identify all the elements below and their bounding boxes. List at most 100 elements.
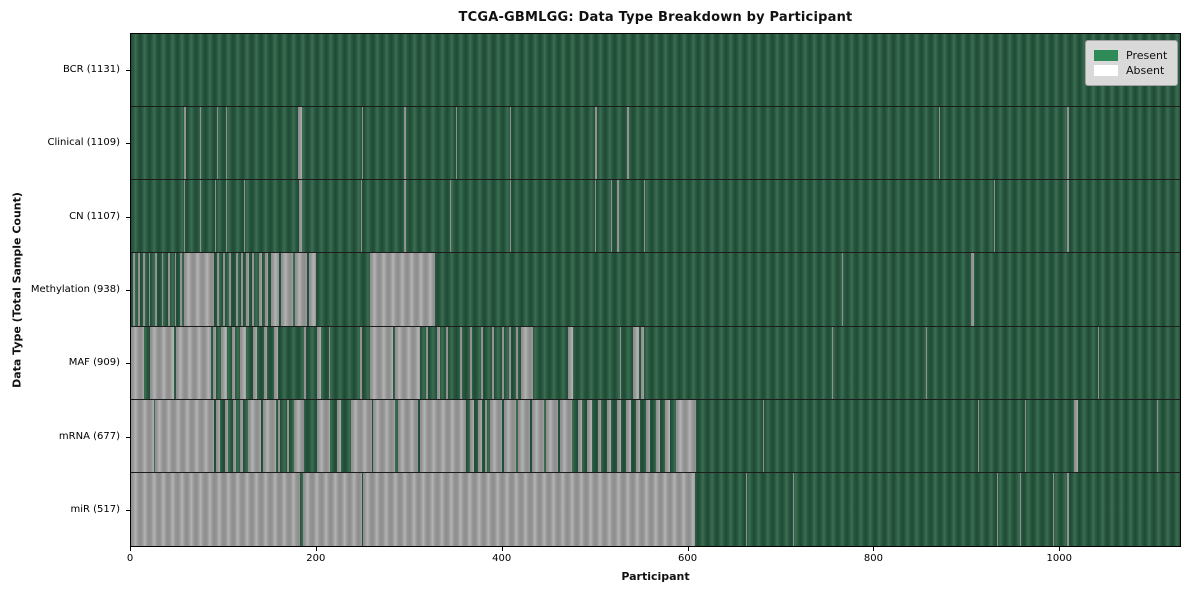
absent-segment [460,326,463,399]
x-tick-mark [130,547,131,551]
y-tick-label: mRNA (677) [58,430,120,442]
heatmap-row-cn [131,180,1180,254]
absent-segment [842,253,844,326]
absent-segment [567,326,574,399]
absent-segment [587,399,592,472]
absent-segment [199,107,202,180]
absent-segment [148,253,151,326]
heatmap-row-mir [131,472,1180,546]
absent-segment [309,253,316,326]
absent-segment [993,180,996,253]
absent-segment [298,180,302,253]
absent-segment [594,107,597,180]
x-tick-label: 200 [306,553,326,564]
legend-swatch-absent-icon [1094,65,1118,76]
absent-segment [641,326,644,399]
absent-segment [510,180,512,253]
absent-segment [971,253,975,326]
x-tick-label: 600 [678,553,698,564]
absent-segment [1020,472,1022,546]
heatmap-row-mrna [131,399,1180,473]
legend: Present Absent [1085,40,1178,86]
legend-entry-present: Present [1094,49,1169,62]
absent-segment [1052,472,1054,546]
absent-segment [175,326,211,399]
absent-segment [286,399,289,472]
absent-segment [455,107,457,180]
absent-segment [216,399,221,472]
x-tick-mark [315,547,317,551]
heatmap-row-maf [131,326,1180,400]
absent-segment [1098,326,1100,399]
absent-segment [281,253,294,326]
absent-segment [938,107,940,180]
absent-segment [317,399,331,472]
absent-segment [220,326,227,399]
absent-segment [317,326,322,399]
absent-segment [225,107,227,180]
absent-segment [217,253,220,326]
absent-segment [304,326,307,399]
absent-segment [1066,472,1069,546]
absent-segment [485,399,488,472]
absent-segment [627,107,630,180]
x-tick-label: 1000 [1046,553,1072,564]
absent-segment [398,399,418,472]
plot-area [130,33,1181,547]
absent-segment [224,399,229,472]
absent-segment [247,399,261,472]
absent-segment [606,399,612,472]
absent-segment [183,180,185,253]
absent-segment [762,399,764,472]
absent-segment [509,326,512,399]
absent-segment [295,253,308,326]
absent-segment [1066,107,1069,180]
absent-segment [131,472,300,546]
absent-segment [832,326,834,399]
absent-segment [271,253,280,326]
absent-segment [241,253,244,326]
absent-segment [297,107,302,180]
heatmap-row-bcr [131,34,1180,108]
absent-segment [246,253,249,326]
chart-title: TCGA-GBMLGG: Data Type Breakdown by Part… [458,10,853,25]
absent-segment [262,399,276,472]
absent-segment [531,399,544,472]
absent-segment [362,472,695,546]
absent-segment [645,399,651,472]
absent-segment [997,472,999,546]
absent-segment [361,180,363,253]
absent-segment [174,253,177,326]
y-tick-label: BCR (1131) [62,63,120,75]
absent-segment [977,399,979,472]
absent-segment [294,399,305,472]
absent-segment [350,399,373,472]
absent-segment [258,253,262,326]
y-tick-label: Methylation (938) [30,284,120,295]
absent-segment [515,326,518,399]
absent-segment [745,472,747,546]
absent-segment [489,399,502,472]
y-tick-mark [126,510,130,512]
absent-segment [235,253,238,326]
y-tick-label: CN (1107) [69,210,120,222]
x-tick-mark [1059,547,1061,551]
y-tick-mark [126,290,130,291]
absent-segment [425,326,428,399]
absent-segment [395,326,421,399]
absent-segment [183,253,215,326]
absent-segment [470,326,473,399]
absent-segment [361,107,363,180]
absent-segment [302,472,362,546]
absent-segment [480,326,483,399]
absent-segment [446,326,449,399]
absent-segment [229,253,232,326]
y-tick-mark [126,363,130,365]
legend-entry-absent: Absent [1094,64,1169,77]
absent-segment [233,399,236,472]
absent-segment [150,326,174,399]
x-tick-mark [687,547,689,551]
absent-segment [370,326,394,399]
absent-segment [360,326,362,399]
